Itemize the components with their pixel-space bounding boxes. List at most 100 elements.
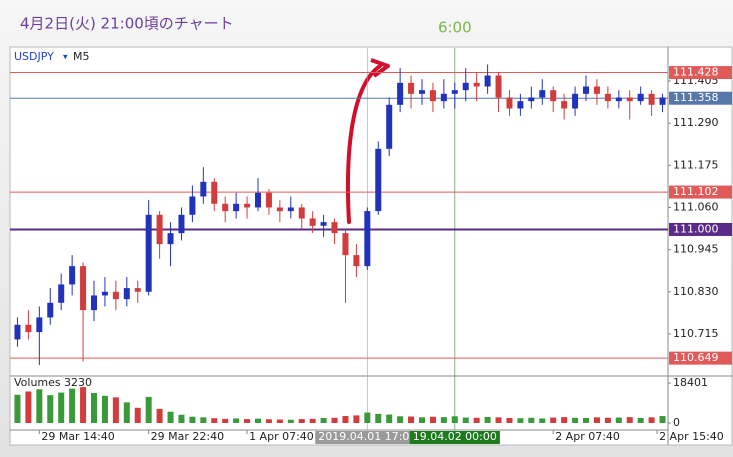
volume-bar bbox=[276, 419, 283, 423]
volume-bar bbox=[189, 416, 196, 423]
candle-body bbox=[364, 211, 371, 267]
level-label: 111.102 bbox=[673, 185, 719, 198]
volume-bar bbox=[375, 413, 382, 423]
x-tick-label: 2 Apr 07:40 bbox=[555, 430, 620, 443]
volume-bar bbox=[123, 402, 130, 423]
volume-title: Volumes bbox=[14, 376, 61, 389]
volume-last: 3230 bbox=[64, 376, 92, 389]
volume-bar bbox=[233, 418, 240, 423]
volume-bar bbox=[473, 417, 480, 423]
candle-body bbox=[14, 324, 21, 340]
y-tick-label: 110.715 bbox=[673, 327, 719, 340]
volume-bar bbox=[265, 419, 272, 423]
volume-bar bbox=[484, 416, 491, 423]
volume-bar bbox=[561, 417, 568, 423]
candle-body bbox=[484, 75, 491, 87]
y-tick-label: 18401 bbox=[673, 376, 708, 389]
candle-body bbox=[101, 291, 108, 296]
y-tick-label: 111.060 bbox=[673, 200, 719, 213]
volume-bar bbox=[429, 416, 436, 423]
candle-body bbox=[58, 284, 65, 303]
volume-bar bbox=[648, 417, 655, 423]
volume-bar bbox=[506, 418, 513, 423]
x-tick-label: 29 Mar 14:40 bbox=[41, 430, 114, 443]
candle-body bbox=[167, 233, 174, 245]
y-tick-label: 110.830 bbox=[673, 285, 719, 298]
candle-body bbox=[604, 93, 611, 102]
y-tick-label: 111.290 bbox=[673, 116, 719, 129]
marker-note: 6:00 bbox=[438, 19, 472, 37]
volume-bar bbox=[593, 417, 600, 423]
volume-bar bbox=[462, 417, 469, 423]
candle-body bbox=[244, 203, 251, 208]
arrow bbox=[345, 64, 382, 224]
volume-bar bbox=[604, 417, 611, 423]
volume-bar bbox=[178, 414, 185, 423]
candle-body bbox=[222, 203, 229, 212]
volume-bar bbox=[167, 411, 174, 423]
candle-body bbox=[178, 214, 185, 234]
volume-bar bbox=[69, 388, 76, 423]
candle-body bbox=[517, 101, 524, 109]
candle-body bbox=[298, 207, 305, 219]
volume-bar bbox=[528, 417, 535, 423]
volume-bar bbox=[495, 417, 502, 423]
candle-body bbox=[462, 82, 469, 91]
candle-body bbox=[211, 181, 218, 204]
volume-bar bbox=[386, 414, 393, 423]
volume-bar bbox=[80, 387, 87, 423]
volume-bar bbox=[408, 416, 415, 423]
volume-bar bbox=[364, 412, 371, 423]
candle-body bbox=[145, 214, 152, 292]
candle-body bbox=[408, 82, 415, 94]
volume-bar bbox=[353, 415, 360, 423]
volume-bar bbox=[58, 392, 65, 423]
candle-body bbox=[626, 97, 633, 102]
candle-body bbox=[418, 90, 426, 94]
volume-bar bbox=[309, 418, 316, 423]
chart-title: 4月2日(火) 21:00頃のチャート bbox=[20, 15, 234, 33]
volume-bar bbox=[254, 418, 262, 423]
volume-bar bbox=[200, 417, 207, 423]
candle-body bbox=[342, 233, 349, 256]
volume-bar bbox=[298, 419, 305, 423]
level-label: 111.000 bbox=[673, 222, 719, 235]
candle-body bbox=[189, 196, 196, 215]
level-box bbox=[669, 91, 732, 105]
y-tick-label: 111.175 bbox=[673, 158, 719, 171]
candle-body bbox=[47, 302, 54, 318]
candle-body bbox=[353, 255, 360, 267]
candle-body bbox=[276, 207, 283, 212]
candle-body bbox=[528, 97, 535, 102]
symbol: USDJPY bbox=[14, 50, 54, 63]
y-tick-label: 0 bbox=[673, 416, 680, 429]
candle-body bbox=[287, 207, 294, 212]
candle-body bbox=[473, 82, 480, 87]
candle-body bbox=[506, 97, 513, 109]
candle-body bbox=[69, 266, 76, 285]
volume-bar bbox=[47, 395, 54, 423]
level-box bbox=[669, 66, 732, 80]
marker-box bbox=[315, 431, 420, 444]
volume-bar bbox=[25, 391, 32, 423]
x-tick-label: 2 Apr 15:40 bbox=[659, 430, 724, 443]
candle-body bbox=[134, 288, 141, 292]
marker-label: 19.04.02 00:00 bbox=[413, 430, 497, 443]
candle-body bbox=[615, 97, 622, 102]
dropdown-icon[interactable]: ▾ bbox=[63, 53, 68, 63]
candle-body bbox=[309, 218, 316, 226]
volume-bar bbox=[156, 408, 163, 423]
volume-bar bbox=[134, 407, 141, 423]
marker-label: 2019.04.01 17:00 bbox=[318, 430, 416, 443]
candle-body bbox=[637, 93, 644, 102]
candle-body bbox=[254, 192, 262, 208]
level-label: 111.358 bbox=[673, 91, 719, 104]
volume-bar bbox=[440, 417, 447, 423]
candle-body bbox=[648, 93, 655, 105]
volume-bar bbox=[14, 394, 21, 423]
candle-body bbox=[80, 266, 87, 311]
candle-body bbox=[265, 192, 272, 208]
volume-bar bbox=[572, 417, 579, 423]
